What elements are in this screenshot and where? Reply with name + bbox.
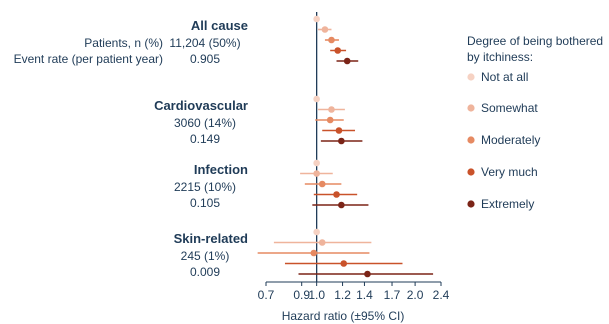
legend-entry: Very much [481,165,538,179]
hr-point [321,26,329,33]
hr-point [326,116,334,124]
hr-point [318,239,326,246]
hr-point [338,137,345,145]
event-rate-value: 0.149 [190,132,220,146]
hr-point [318,180,326,188]
legend-entry: Extremely [481,197,534,211]
x-tick-label: 1.0 [308,288,325,302]
x-tick-label: 1.4 [356,288,373,302]
hr-point [343,57,351,65]
hr-point [364,270,371,278]
x-axis-title: Hazard ratio (±95% CI) [282,309,405,323]
hr-point [313,15,320,23]
hr-point [313,159,320,167]
patients-value: 2215 (10%) [174,180,236,194]
legend-entry: Not at all [481,70,528,84]
legend-swatch [467,73,475,81]
x-tick-label: 0.7 [258,288,275,302]
legend-entry: Moderately [481,133,540,147]
x-tick-label: 0.9 [293,288,310,302]
hr-point [338,201,345,209]
event-rate-value: 0.905 [190,52,220,66]
legend-title-line2: by itchiness: [467,50,533,64]
hr-point [313,95,320,103]
patients-value: 245 (1%) [181,249,230,263]
legend-swatch [467,136,475,144]
event-rate-value: 0.105 [190,196,220,210]
x-tick-label: 1.7 [384,288,401,302]
x-tick-label: 1.2 [334,288,351,302]
hr-point [310,249,318,257]
group-labels: All cause Patients, n (%) Event rate (per … [14,18,248,279]
hr-point [313,170,320,177]
legend-swatch [467,104,475,112]
hr-point [328,106,335,113]
group-title: All cause [191,18,248,33]
event-rate-value: 0.009 [190,265,220,279]
legend-title: Degree of being bothered [467,34,603,48]
group-title: Infection [194,162,248,177]
x-tick-label: 2.4 [433,288,450,302]
hr-point [328,36,335,44]
hr-point [340,260,348,267]
legend-swatch [467,200,475,208]
legend-swatch [467,168,475,176]
hr-point [333,191,340,198]
group-title: Skin-related [174,231,248,246]
hr-point [313,228,320,236]
patients-row-label: Patients, n (%) [84,36,163,50]
hr-point [334,47,342,54]
legend: Degree of being bothered by itchiness: Not… [467,34,603,211]
legend-entry: Somewhat [481,101,538,115]
event-rate-row-label: Event rate (per patient year) [14,52,163,66]
x-tick-label: 2.0 [407,288,424,302]
patients-value: 11,204 (50%) [169,36,240,50]
plot-area [257,12,434,282]
patients-value: 3060 (14%) [174,116,236,130]
hr-point [335,127,343,134]
group-title: Cardiovascular [154,98,248,113]
x-axis: 0.7 0.91.0 1.2 1.4 1.7 2.0 2.4 [258,281,450,302]
